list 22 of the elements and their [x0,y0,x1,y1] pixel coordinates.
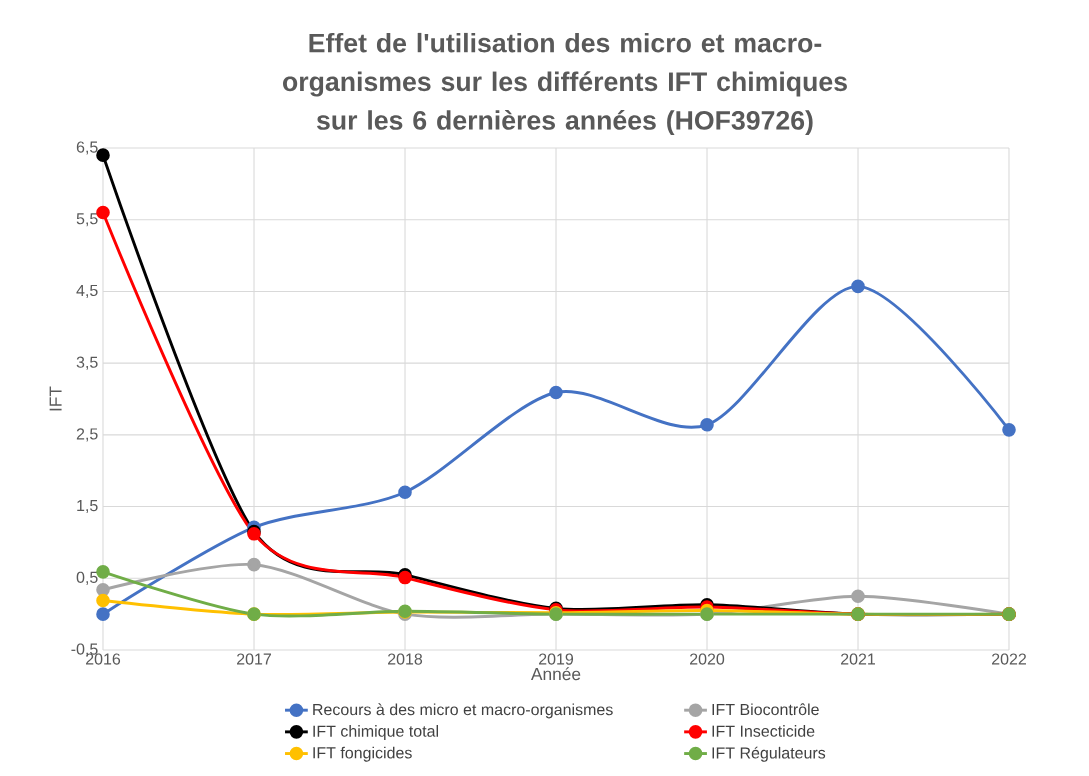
legend-label: Recours à des micro et macro-organismes [313,703,613,719]
y-tick-label: 3,5 [76,356,98,370]
x-tick-label: 2022 [992,653,1026,665]
y-tick-label: 4,5 [76,284,98,298]
y-axis-title: IFT [49,386,62,411]
legend-label: IFT Insecticide [712,725,815,737]
x-tick-label: 2018 [388,653,423,665]
legend-label: IFT fongicides [313,746,412,762]
y-tick-label: 1,5 [77,500,98,514]
x-tick-label: 2019 [539,653,574,665]
x-axis-title: Année [530,667,581,681]
chart-title: Effet de l'utilisation des micro et macro-organismes sur les différents IFT chimiques sur les 6 dernières années (HOF39726) [283,32,847,136]
y-tick-label: 6,5 [76,141,98,155]
legend-label: IFT chimique total [313,725,438,740]
y-tick-label: 5,5 [76,213,98,227]
x-tick-label: 2021 [841,653,876,665]
x-tick-label: 2020 [690,653,725,665]
x-tick-label: 2017 [237,653,271,665]
legend-label: IFT Régulateurs [712,746,826,762]
legend-label: IFT Biocontrôle [712,703,819,716]
y-tick-label: 2,5 [76,428,98,442]
y-tick-label: 0,5 [76,571,98,585]
